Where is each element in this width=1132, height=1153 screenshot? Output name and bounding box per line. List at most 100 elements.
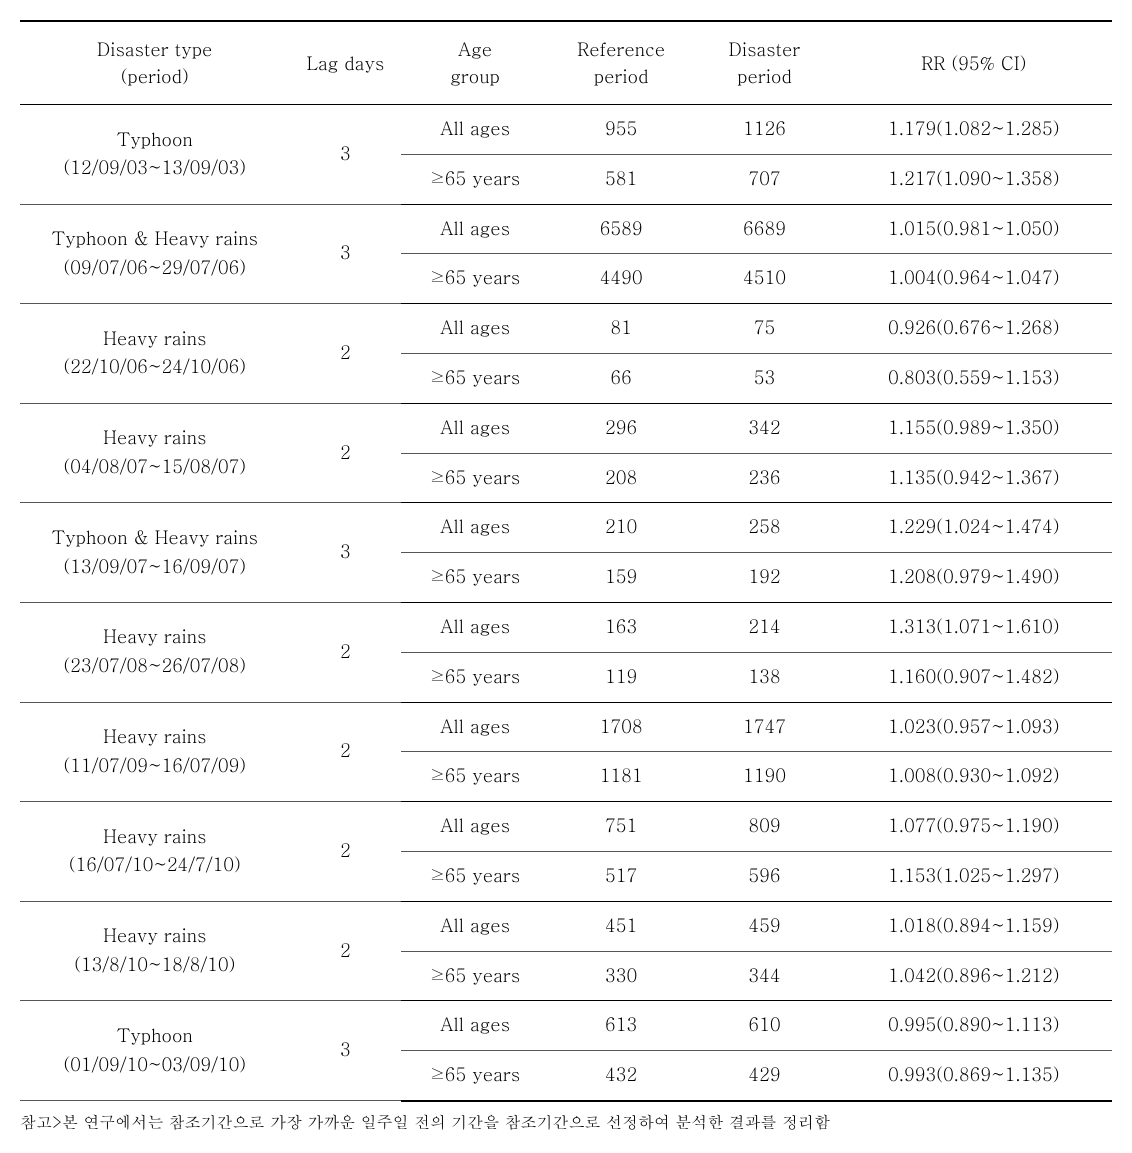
age-cell: All ages [401,304,549,354]
dis-cell: 236 [693,453,835,503]
table-row: Typhoon & Heavy rains(13/09/07~16/09/07)… [20,503,1112,553]
lag-cell: 2 [289,304,401,404]
table-row: Heavy rains(13/8/10~18/8/10)2All ages451… [20,901,1112,951]
ref-cell: 159 [549,553,694,603]
rr-cell: 1.179(1.082~1.285) [836,105,1112,155]
lag-cell: 3 [289,1001,401,1101]
col-rr: RR (95% CI) [836,21,1112,105]
dis-cell: 192 [693,553,835,603]
age-cell: All ages [401,1001,549,1051]
rr-cell: 1.160(0.907~1.482) [836,652,1112,702]
data-table: Disaster type(period) Lag days Agegroup … [20,20,1112,1102]
ref-cell: 517 [549,851,694,901]
table-row: Heavy rains(16/07/10~24/7/10)2All ages75… [20,802,1112,852]
rr-cell: 1.018(0.894~1.159) [836,901,1112,951]
age-cell: All ages [401,105,549,155]
dis-cell: 138 [693,652,835,702]
rr-cell: 1.015(0.981~1.050) [836,204,1112,254]
lag-cell: 3 [289,105,401,205]
rr-cell: 1.042(0.896~1.212) [836,951,1112,1001]
rr-cell: 0.926(0.676~1.268) [836,304,1112,354]
col-disaster: Disaster type(period) [20,21,289,105]
age-cell: All ages [401,403,549,453]
dis-cell: 53 [693,353,835,403]
age-cell: All ages [401,602,549,652]
age-cell: All ages [401,503,549,553]
col-lag: Lag days [289,21,401,105]
rr-cell: 0.803(0.559~1.153) [836,353,1112,403]
age-cell: All ages [401,901,549,951]
dis-cell: 707 [693,154,835,204]
table-row: Heavy rains(23/07/08~26/07/08)2All ages1… [20,602,1112,652]
ref-cell: 581 [549,154,694,204]
rr-cell: 1.153(1.025~1.297) [836,851,1112,901]
dis-cell: 596 [693,851,835,901]
disaster-cell: Typhoon(12/09/03~13/09/03) [20,105,289,205]
table-row: Heavy rains(11/07/09~16/07/09)2All ages1… [20,702,1112,752]
rr-cell: 1.229(1.024~1.474) [836,503,1112,553]
table-row: Typhoon(01/09/10~03/09/10)3All ages61361… [20,1001,1112,1051]
disaster-cell: Heavy rains(13/8/10~18/8/10) [20,901,289,1001]
table-body: Typhoon(12/09/03~13/09/03)3All ages95511… [20,105,1112,1101]
ref-cell: 81 [549,304,694,354]
header-row: Disaster type(period) Lag days Agegroup … [20,21,1112,105]
col-ref: Referenceperiod [549,21,694,105]
ref-cell: 432 [549,1051,694,1101]
lag-cell: 2 [289,602,401,702]
rr-cell: 1.004(0.964~1.047) [836,254,1112,304]
ref-cell: 163 [549,602,694,652]
dis-cell: 809 [693,802,835,852]
lag-cell: 2 [289,802,401,902]
rr-cell: 0.995(0.890~1.113) [836,1001,1112,1051]
col-dis: Disasterperiod [693,21,835,105]
rr-cell: 1.217(1.090~1.358) [836,154,1112,204]
table-row: Heavy rains(22/10/06~24/10/06)2All ages8… [20,304,1112,354]
dis-cell: 459 [693,901,835,951]
age-cell: ≥65 years [401,553,549,603]
dis-cell: 1190 [693,752,835,802]
ref-cell: 1181 [549,752,694,802]
rr-cell: 1.208(0.979~1.490) [836,553,1112,603]
rr-cell: 1.023(0.957~1.093) [836,702,1112,752]
age-cell: All ages [401,702,549,752]
ref-cell: 4490 [549,254,694,304]
disaster-cell: Typhoon & Heavy rains(13/09/07~16/09/07) [20,503,289,603]
dis-cell: 344 [693,951,835,1001]
age-cell: All ages [401,802,549,852]
dis-cell: 610 [693,1001,835,1051]
rr-cell: 1.155(0.989~1.350) [836,403,1112,453]
dis-cell: 258 [693,503,835,553]
disaster-cell: Heavy rains(04/08/07~15/08/07) [20,403,289,503]
ref-cell: 208 [549,453,694,503]
dis-cell: 214 [693,602,835,652]
age-cell: ≥65 years [401,652,549,702]
ref-cell: 210 [549,503,694,553]
age-cell: ≥65 years [401,254,549,304]
col-age: Agegroup [401,21,549,105]
lag-cell: 2 [289,403,401,503]
age-cell: All ages [401,204,549,254]
disaster-cell: Typhoon(01/09/10~03/09/10) [20,1001,289,1101]
ref-cell: 451 [549,901,694,951]
dis-cell: 342 [693,403,835,453]
dis-cell: 1126 [693,105,835,155]
ref-cell: 955 [549,105,694,155]
disaster-cell: Heavy rains(22/10/06~24/10/06) [20,304,289,404]
age-cell: ≥65 years [401,951,549,1001]
ref-cell: 330 [549,951,694,1001]
table-row: Typhoon & Heavy rains(09/07/06~29/07/06)… [20,204,1112,254]
disaster-cell: Typhoon & Heavy rains(09/07/06~29/07/06) [20,204,289,304]
table-row: Heavy rains(04/08/07~15/08/07)2All ages2… [20,403,1112,453]
table-row: Typhoon(12/09/03~13/09/03)3All ages95511… [20,105,1112,155]
footnote: 참고>본 연구에서는 참조기간으로 가장 가까운 일주일 전의 기간을 참조기간… [20,1110,1112,1133]
ref-cell: 6589 [549,204,694,254]
ref-cell: 1708 [549,702,694,752]
age-cell: ≥65 years [401,154,549,204]
ref-cell: 66 [549,353,694,403]
age-cell: ≥65 years [401,353,549,403]
disaster-cell: Heavy rains(11/07/09~16/07/09) [20,702,289,802]
dis-cell: 429 [693,1051,835,1101]
age-cell: ≥65 years [401,752,549,802]
rr-cell: 1.077(0.975~1.190) [836,802,1112,852]
rr-cell: 1.008(0.930~1.092) [836,752,1112,802]
